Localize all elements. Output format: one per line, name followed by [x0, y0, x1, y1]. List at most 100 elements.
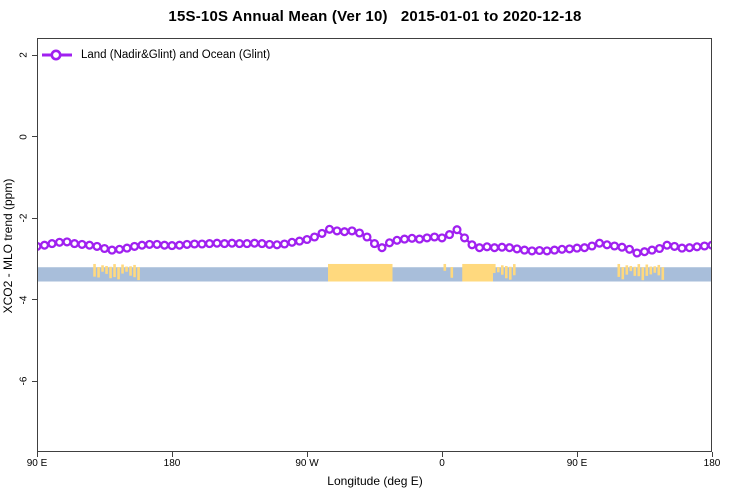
chart-title: 15S-10S Annual Mean (Ver 10) 2015-01-01 … [168, 8, 582, 25]
land-patch [501, 265, 504, 275]
data-point-marker [242, 239, 252, 249]
y-tick-label: -6 [18, 376, 30, 386]
land-patch [625, 265, 629, 275]
land-patch [617, 263, 621, 277]
data-point-marker [669, 241, 680, 251]
land-patch [513, 264, 516, 276]
land-patch [661, 267, 665, 280]
y-tick-mark [32, 299, 37, 301]
data-point-marker [549, 245, 560, 255]
data-point-marker [414, 234, 425, 244]
data-point-marker [212, 238, 222, 248]
x-axis-label: Longitude (deg E) [327, 474, 423, 488]
land-patch [113, 264, 116, 278]
data-point-marker [272, 240, 282, 250]
data-point-marker [219, 239, 230, 249]
data-point-marker [594, 238, 605, 248]
data-point-marker [377, 243, 387, 253]
data-point-marker [707, 240, 711, 250]
land-patch [121, 264, 124, 274]
data-point-marker [234, 239, 245, 249]
data-point-marker [557, 244, 567, 254]
land-segment [462, 263, 493, 282]
land-patch [649, 266, 653, 275]
data-point-marker [332, 226, 342, 236]
data-point-marker [632, 248, 642, 258]
y-tick-mark [32, 136, 37, 138]
land-patch [137, 267, 140, 281]
x-tick-label: 90 E [566, 458, 588, 469]
data-point-marker [197, 239, 207, 249]
data-point-marker [647, 245, 657, 255]
data-point-marker [39, 240, 50, 250]
data-point-marker [309, 232, 320, 242]
data-point-marker [324, 224, 335, 234]
land-patch [443, 263, 447, 271]
data-point-marker [302, 234, 312, 245]
data-point-marker [459, 233, 470, 243]
data-point-marker [62, 237, 72, 247]
legend-marker-icon [42, 49, 72, 61]
data-point-marker [602, 240, 612, 250]
data-point-marker [159, 240, 170, 250]
data-point-marker [339, 227, 350, 237]
x-tick-mark [36, 452, 38, 457]
land-patch [653, 266, 657, 273]
data-point-marker [437, 233, 447, 243]
data-point-marker [287, 237, 297, 247]
land-patch [505, 265, 508, 279]
data-point-marker [429, 232, 440, 242]
y-tick-label: 0 [18, 133, 30, 140]
y-tick-mark [32, 380, 37, 382]
x-tick-mark [711, 452, 713, 457]
x-tick-label: 180 [163, 458, 181, 469]
data-point-marker [609, 241, 620, 251]
legend-label: Land (Nadir&Glint) and Ocean (Glint) [81, 49, 271, 61]
land-patch [97, 267, 100, 278]
legend-circle-marker [50, 49, 62, 61]
data-point-marker [662, 240, 672, 250]
data-point-marker [407, 233, 417, 243]
data-point-marker [564, 244, 575, 254]
data-point-marker [294, 236, 305, 246]
data-point-marker [444, 230, 455, 240]
data-point-marker [482, 242, 492, 252]
land-patch [621, 267, 625, 280]
data-point-marker [369, 239, 380, 249]
y-axis-label: XCO2 - MLO trend (ppm) [1, 178, 15, 314]
data-point-marker [347, 226, 357, 236]
land-patch [101, 265, 104, 272]
data-point-marker [137, 240, 147, 250]
data-point-marker [54, 237, 65, 247]
data-point-marker [38, 241, 42, 251]
data-point-marker [144, 239, 155, 249]
data-point-marker [527, 246, 537, 256]
data-point-marker [182, 239, 192, 249]
data-point-marker [362, 232, 372, 242]
data-point-marker [399, 234, 410, 244]
data-point-marker [227, 238, 237, 248]
data-point-marker [624, 244, 635, 254]
data-point-marker [122, 243, 132, 253]
land-patch [633, 266, 637, 276]
data-point-marker [512, 244, 522, 254]
legend: Land (Nadir&Glint) and Ocean (Glint) [41, 48, 270, 62]
data-point-marker [354, 228, 365, 238]
x-tick-label: 0 [439, 458, 445, 469]
y-tick-mark [32, 217, 37, 219]
data-point-marker [77, 239, 87, 249]
data-point-marker [572, 243, 582, 253]
data-point-marker [534, 245, 545, 256]
land-patch [105, 265, 108, 274]
y-tick-label: -2 [18, 213, 30, 223]
data-point-marker [639, 247, 650, 257]
land-patch [641, 267, 645, 281]
data-point-marker [677, 243, 687, 253]
land-patch [117, 267, 120, 280]
land-patch [657, 264, 661, 276]
land-patch [637, 264, 641, 277]
data-point-marker [129, 241, 140, 251]
data-point-marker [497, 242, 507, 252]
land-patch [129, 266, 132, 276]
x-tick-mark [441, 452, 443, 457]
